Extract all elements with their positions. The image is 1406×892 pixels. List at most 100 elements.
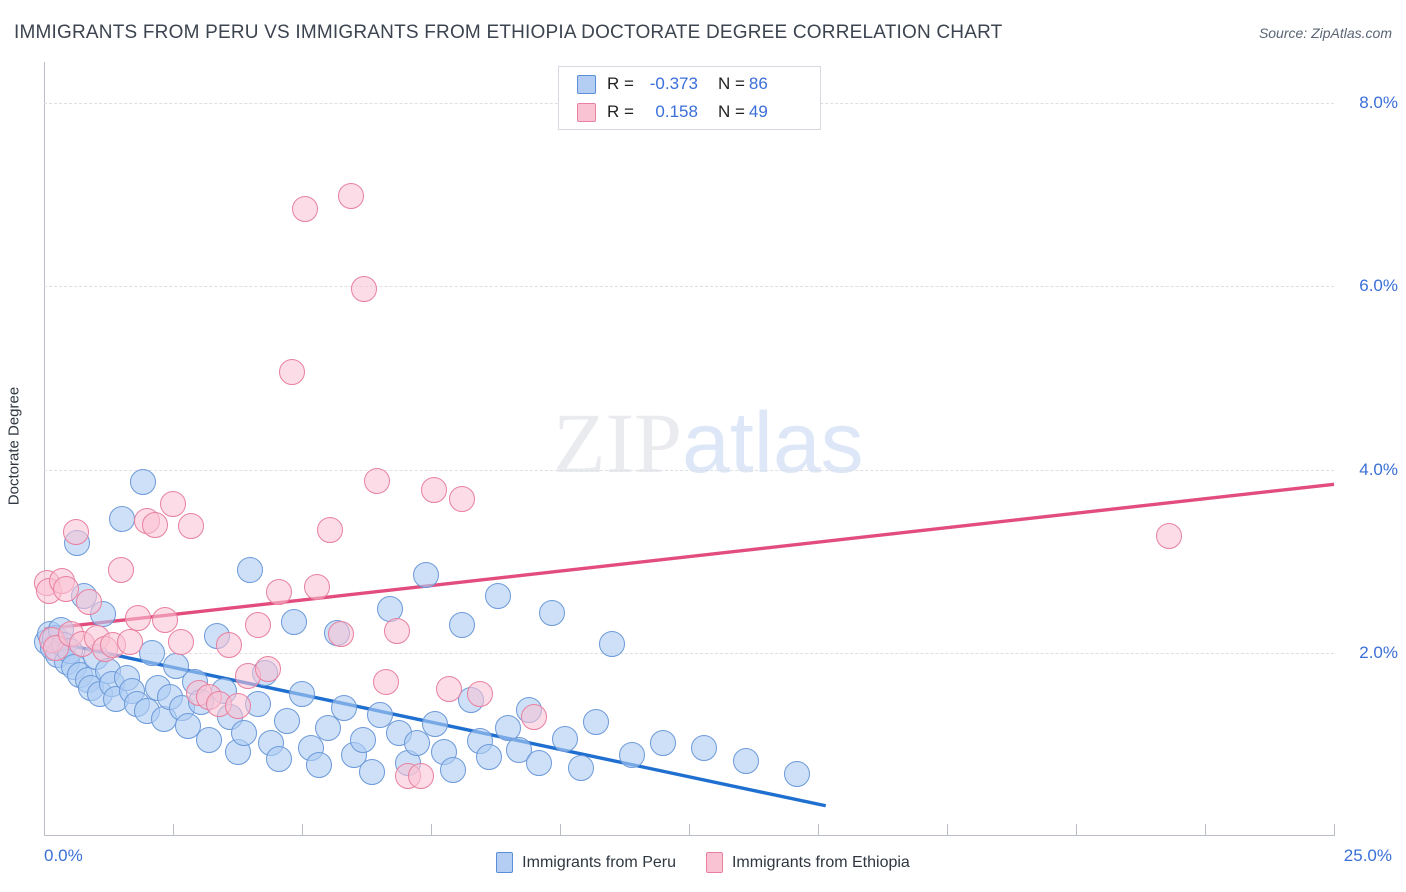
scatter-point[interactable]	[124, 604, 151, 631]
stats-row-peru: R = -0.373 N = 86	[577, 70, 820, 98]
x-axis-max-label: 25.0%	[1343, 846, 1392, 865]
scatter-point[interactable]	[116, 628, 143, 655]
scatter-point[interactable]	[467, 681, 494, 708]
scatter-point[interactable]	[177, 513, 204, 540]
scatter-point[interactable]	[327, 621, 354, 648]
scatter-point[interactable]	[305, 751, 332, 778]
scatter-point[interactable]	[108, 557, 135, 584]
scatter-point[interactable]	[196, 726, 223, 753]
legend-item-ethiopia[interactable]: Immigrants from Ethiopia	[705, 852, 910, 873]
scatter-point[interactable]	[650, 729, 677, 756]
scatter-point[interactable]	[151, 606, 178, 633]
scatter-point[interactable]	[304, 573, 331, 600]
scatter-point[interactable]	[691, 735, 718, 762]
scatter-point[interactable]	[215, 632, 242, 659]
x-axis-tick	[947, 824, 948, 836]
scatter-point[interactable]	[412, 561, 439, 588]
stats-swatch-peru	[577, 74, 596, 94]
scatter-point[interactable]	[448, 485, 475, 512]
scatter-point[interactable]	[619, 742, 646, 769]
scatter-point[interactable]	[539, 599, 566, 626]
stats-n-value-ethiopia: 49	[748, 102, 768, 121]
scatter-point[interactable]	[350, 276, 377, 303]
scatter-point[interactable]	[245, 612, 272, 639]
legend-swatch-ethiopia	[705, 852, 723, 873]
y-axis-title: Doctorate Degree	[5, 386, 23, 506]
scatter-point[interactable]	[130, 469, 157, 496]
scatter-point[interactable]	[255, 656, 282, 683]
scatter-point[interactable]	[231, 720, 258, 747]
stats-swatch-ethiopia	[577, 102, 596, 122]
scatter-point[interactable]	[281, 608, 308, 635]
scatter-point[interactable]	[278, 358, 305, 385]
scatter-point[interactable]	[265, 579, 292, 606]
chart-legend: Immigrants from Peru Immigrants from Eth…	[0, 852, 1406, 873]
scatter-point[interactable]	[436, 676, 463, 703]
legend-item-peru[interactable]: Immigrants from Peru	[496, 852, 676, 873]
scatter-point[interactable]	[265, 746, 292, 773]
scatter-point[interactable]	[314, 714, 341, 741]
scatter-point[interactable]	[225, 692, 252, 719]
scatter-point[interactable]	[475, 744, 502, 771]
x-axis-tick	[1334, 824, 1335, 836]
scatter-point[interactable]	[52, 575, 79, 602]
x-axis-tick	[1205, 824, 1206, 836]
scatter-point[interactable]	[338, 182, 365, 209]
y-axis-tick-label: 6.0%	[1359, 276, 1398, 296]
scatter-point[interactable]	[448, 612, 475, 639]
scatter-point[interactable]	[349, 726, 376, 753]
scatter-point[interactable]	[245, 691, 272, 718]
scatter-point[interactable]	[407, 762, 434, 789]
scatter-point[interactable]	[109, 506, 136, 533]
source-attribution: Source: ZipAtlas.com	[1258, 25, 1392, 41]
scatter-point[interactable]	[273, 707, 300, 734]
gridline-y	[44, 469, 1334, 471]
scatter-point[interactable]	[526, 749, 553, 776]
scatter-point[interactable]	[363, 467, 390, 494]
scatter-point[interactable]	[552, 725, 579, 752]
scatter-point[interactable]	[420, 476, 447, 503]
scatter-point[interactable]	[583, 708, 610, 735]
scatter-point[interactable]	[317, 517, 344, 544]
gridline-y	[44, 286, 1334, 288]
scatter-point[interactable]	[76, 588, 103, 615]
scatter-point[interactable]	[160, 491, 186, 518]
scatter-point[interactable]	[62, 518, 89, 545]
x-axis-tick	[1076, 824, 1077, 836]
scatter-point[interactable]	[403, 729, 430, 756]
scatter-point[interactable]	[384, 617, 411, 644]
scatter-point[interactable]	[521, 703, 548, 730]
scatter-point[interactable]	[142, 511, 169, 538]
legend-label-peru: Immigrants from Peru	[522, 853, 676, 871]
scatter-point[interactable]	[168, 628, 195, 655]
scatter-point[interactable]	[422, 711, 449, 738]
x-axis-min-label: 0.0%	[44, 846, 83, 865]
scatter-point[interactable]	[331, 694, 358, 721]
scatter-point[interactable]	[439, 757, 466, 784]
scatter-point[interactable]	[567, 755, 594, 782]
scatter-point[interactable]	[598, 630, 625, 657]
stats-r-value-ethiopia: 0.158	[655, 102, 698, 121]
stats-n-value-peru: 86	[748, 74, 768, 93]
scatter-point[interactable]	[1155, 522, 1182, 549]
scatter-point[interactable]	[291, 195, 318, 222]
scatter-point[interactable]	[237, 557, 264, 584]
page-title: IMMIGRANTS FROM PERU VS IMMIGRANTS FROM …	[14, 22, 1003, 43]
correlation-stats-box: R = -0.373 N = 86 R = 0.158 N = 49	[558, 66, 821, 130]
scatter-point[interactable]	[358, 758, 385, 785]
scatter-point[interactable]	[289, 681, 315, 708]
scatter-point[interactable]	[485, 583, 512, 609]
scatter-point[interactable]	[372, 669, 399, 696]
scatter-point[interactable]	[495, 714, 522, 741]
y-axis-tick-label: 4.0%	[1359, 459, 1398, 479]
x-axis-tick	[818, 824, 819, 836]
legend-swatch-peru	[496, 852, 514, 873]
stats-row-ethiopia: R = 0.158 N = 49	[577, 98, 820, 126]
x-axis-tick	[302, 824, 303, 836]
plot-area	[33, 62, 1335, 836]
scatter-point[interactable]	[139, 639, 166, 666]
legend-label-ethiopia: Immigrants from Ethiopia	[731, 853, 910, 871]
scatter-point[interactable]	[732, 747, 759, 774]
scatter-point[interactable]	[784, 760, 811, 787]
